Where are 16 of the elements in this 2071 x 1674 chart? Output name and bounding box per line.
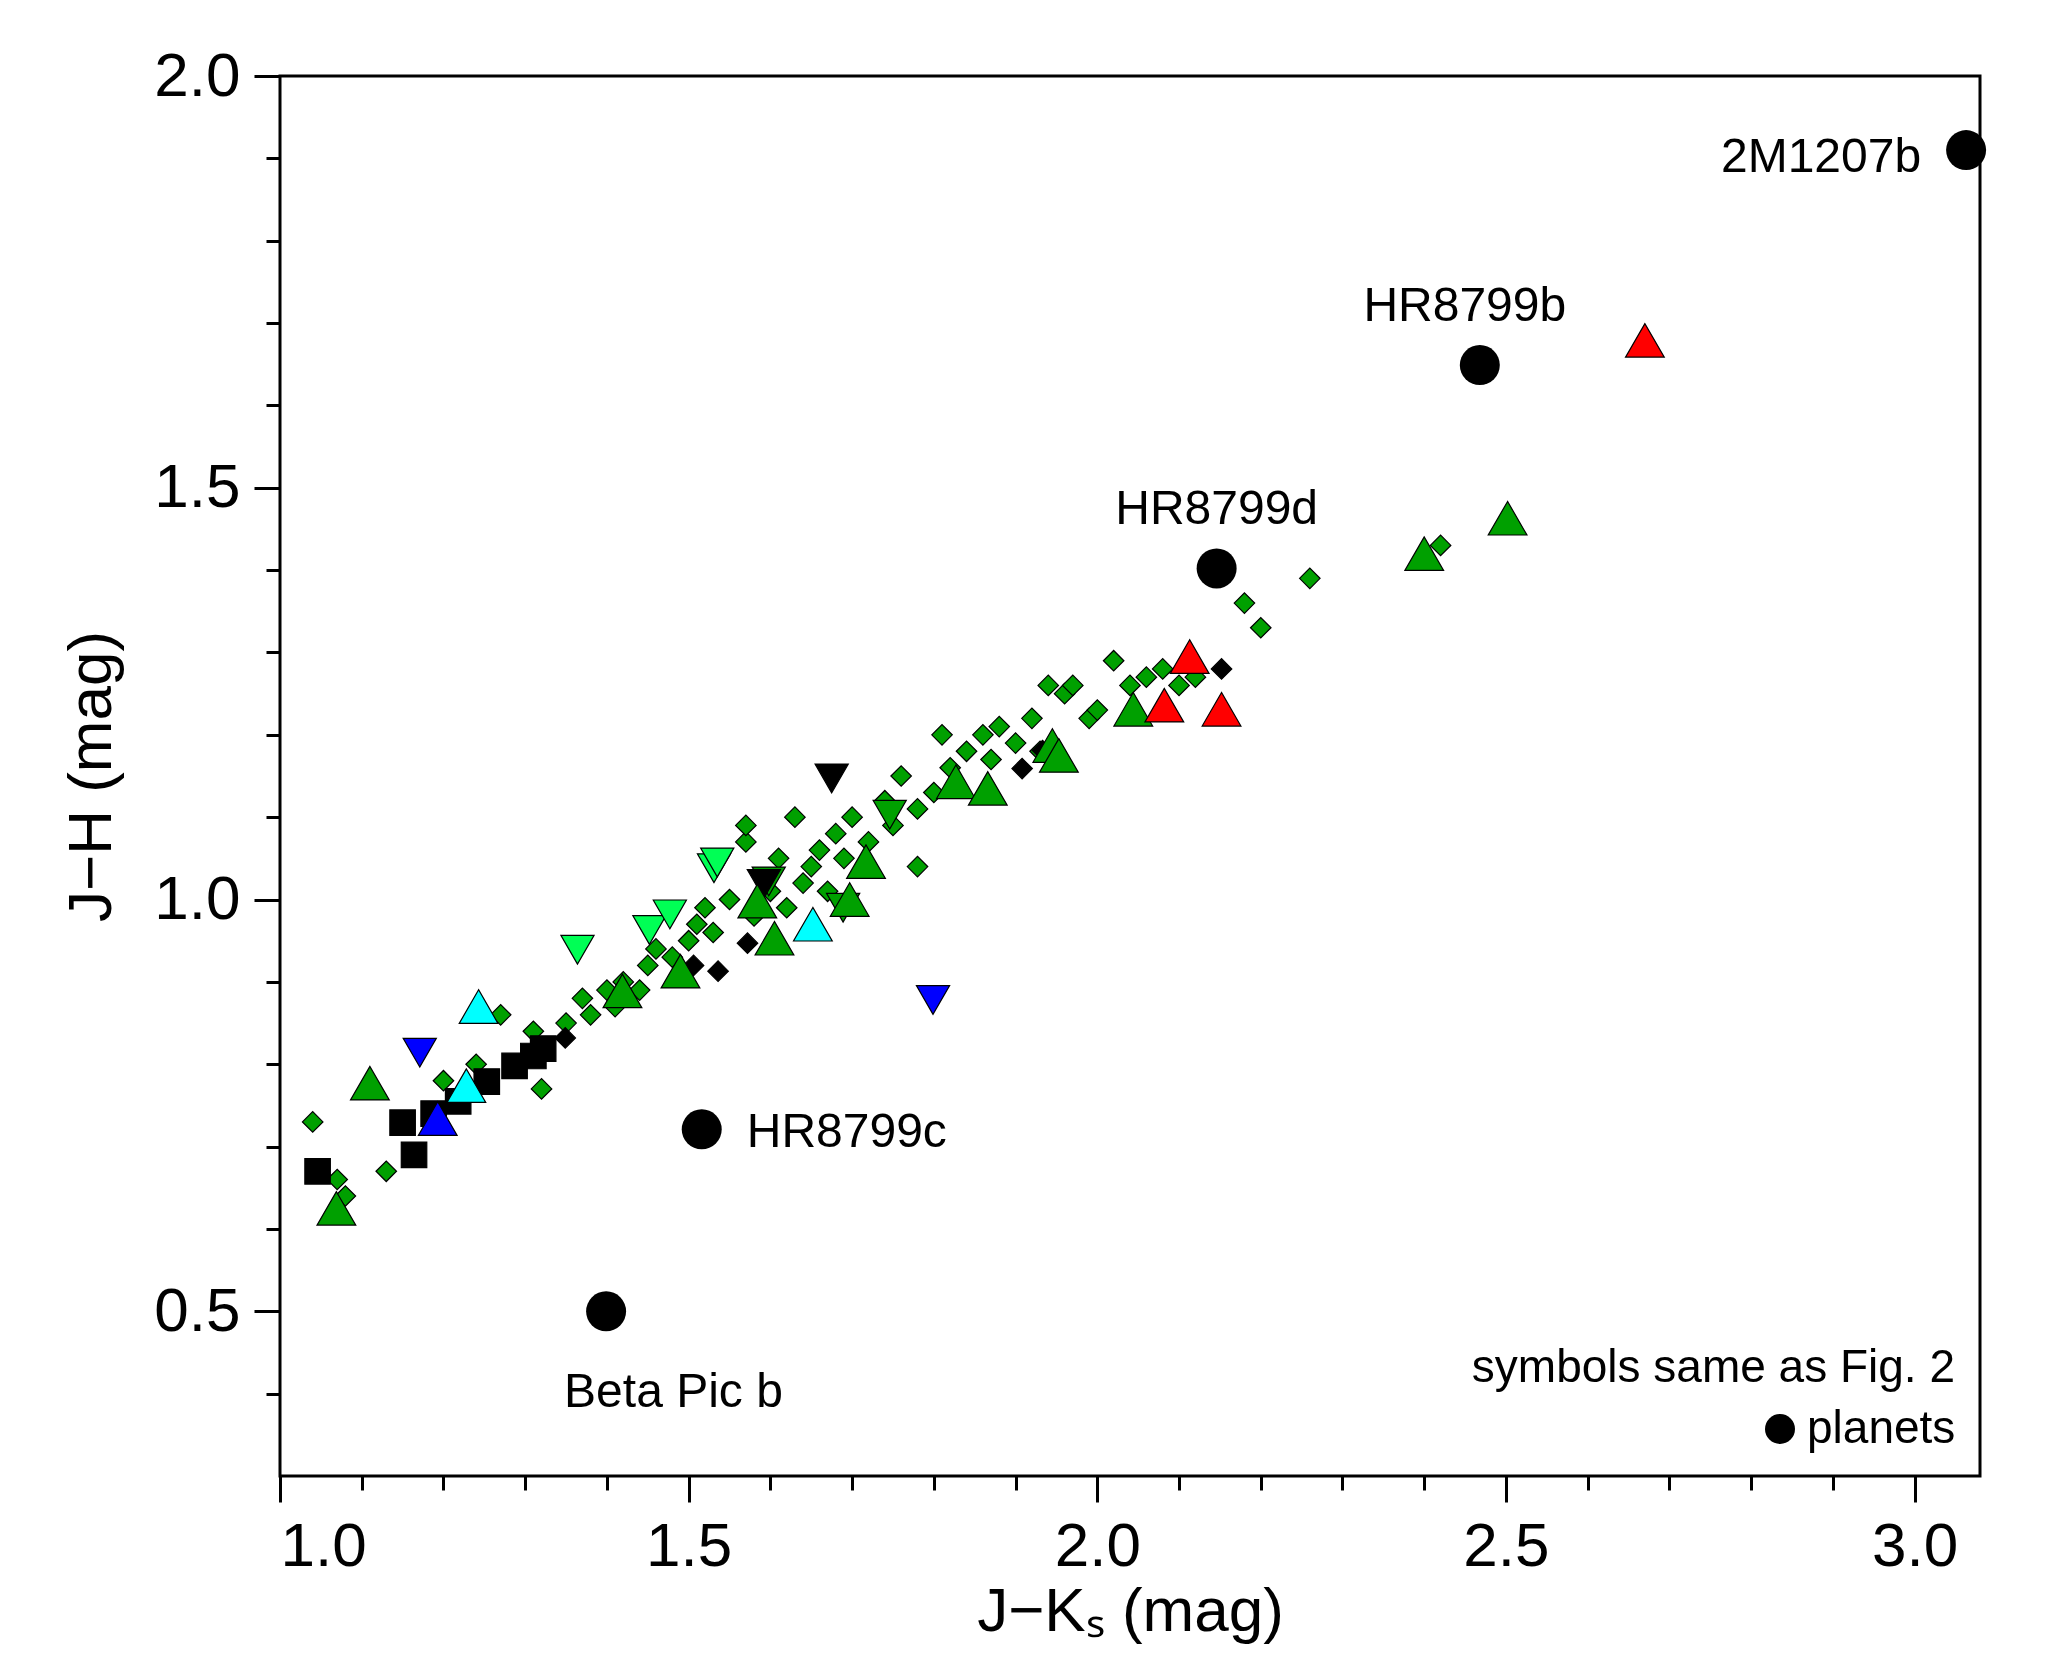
x-tick-label: 3.0 — [1872, 1509, 1959, 1579]
annotation: HR8799d — [1115, 481, 1319, 535]
annotation: Beta Pic b — [564, 1364, 783, 1418]
annotation: HR8799c — [746, 1104, 947, 1158]
x-tick-label: 1.0 — [280, 1509, 367, 1579]
y-tick-label: 1.0 — [154, 863, 241, 933]
annotation: HR8799b — [1363, 278, 1567, 332]
y-tick-label: 0.5 — [154, 1274, 241, 1344]
y-tick-label: 1.5 — [154, 451, 241, 521]
legend-title: symbols same as Fig. 2 — [1471, 1340, 1955, 1392]
legend-label: planets — [1807, 1401, 1956, 1453]
x-tick-label: 2.5 — [1463, 1509, 1550, 1579]
x-tick-label: 1.5 — [646, 1509, 733, 1579]
y-tick-label: 2.0 — [154, 39, 241, 109]
y-axis-title: J−H (mag) — [55, 630, 125, 923]
annotation: 2M1207b — [1720, 129, 1922, 183]
